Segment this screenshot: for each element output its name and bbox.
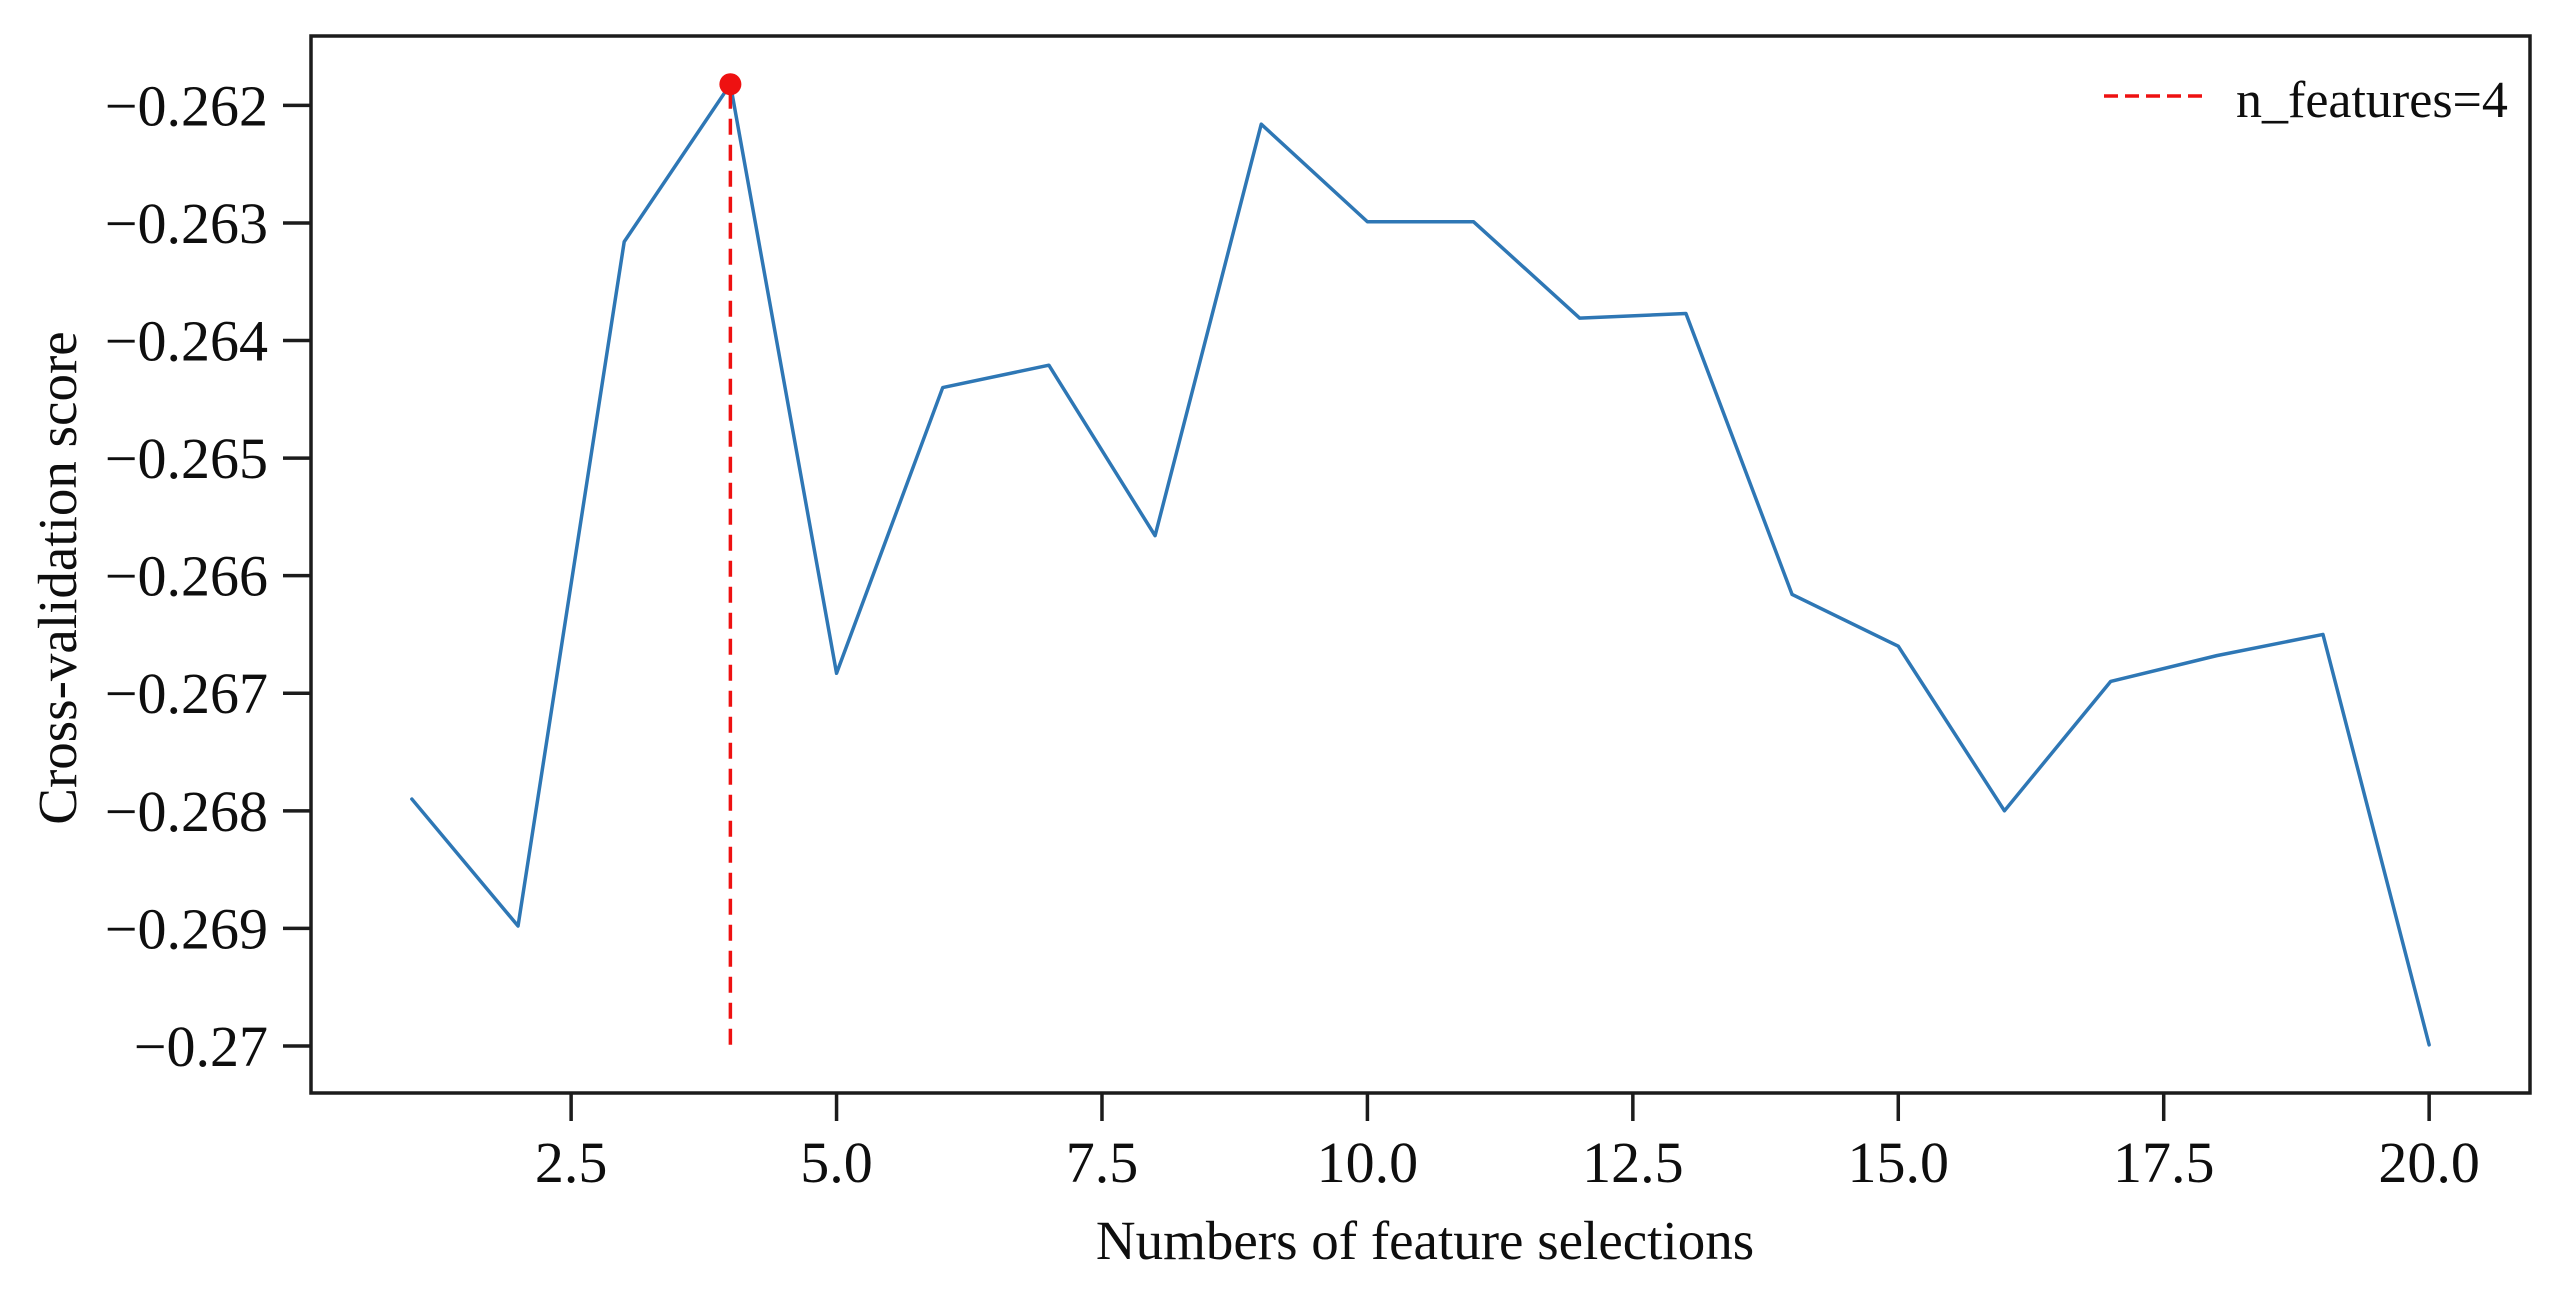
y-tick-label: −0.266 [105,544,268,609]
x-tick-label: 20.0 [2378,1130,2480,1195]
optimal-point-marker [719,73,742,96]
x-axis-ticks: 2.5 5.0 7.5 10.0 12.5 15.0 17.5 20.0 [535,1093,2480,1195]
x-tick-label: 10.0 [1317,1130,1419,1195]
y-tick-label: −0.264 [105,309,268,374]
plot-border [309,34,2532,1095]
y-tick-label: −0.262 [105,73,268,138]
x-tick-label: 17.5 [2113,1130,2215,1195]
x-tick-label: 7.5 [1066,1130,1139,1195]
cv-score-line [410,82,2431,1047]
legend-label: n_features=4 [2236,72,2508,129]
legend: n_features=4 [2104,72,2508,129]
y-tick-label: −0.269 [105,896,268,961]
x-axis-title: Numbers of feature selections [1096,1210,1754,1271]
y-tick-label: −0.265 [105,426,268,491]
y-tick-label: −0.267 [105,661,268,726]
x-tick-label: 2.5 [535,1130,608,1195]
y-axis-title: Cross-validation score [27,331,88,824]
y-tick-label: −0.27 [134,1014,268,1079]
x-tick-label: 5.0 [800,1130,873,1195]
x-tick-label: 12.5 [1582,1130,1684,1195]
y-axis-ticks: −0.262 −0.263 −0.264 −0.265 −0.266 −0.267 −0.2… [105,73,311,1079]
x-tick-label: 15.0 [1848,1130,1950,1195]
y-tick-label: −0.263 [105,191,268,256]
y-tick-label: −0.268 [105,779,268,844]
